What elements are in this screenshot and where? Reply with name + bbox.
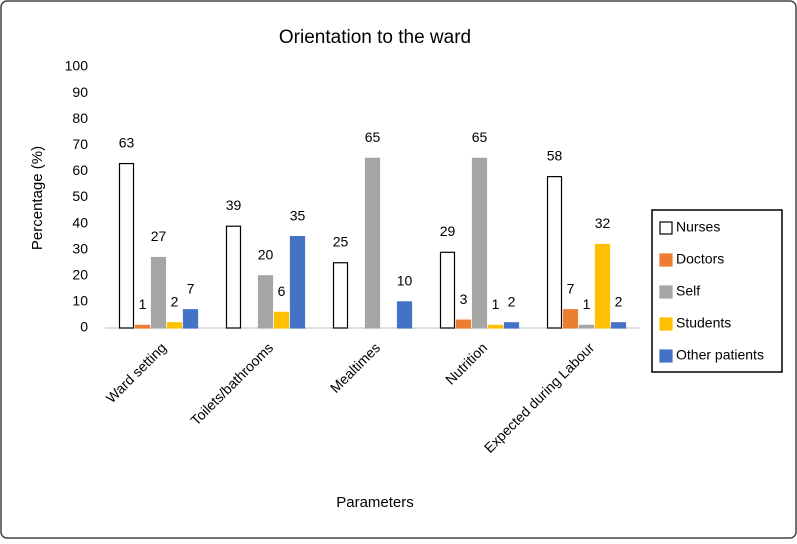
bar <box>289 236 306 329</box>
bar <box>503 322 520 329</box>
value-label: 2 <box>171 293 179 309</box>
bar <box>610 322 627 329</box>
legend-swatch <box>659 317 673 331</box>
bar <box>182 309 199 329</box>
bar <box>487 324 504 329</box>
legend-swatch <box>659 221 673 235</box>
y-tick-label: 90 <box>72 84 88 100</box>
value-label: 32 <box>595 215 611 231</box>
value-label: 2 <box>508 293 516 309</box>
y-tick-label: 60 <box>72 162 88 178</box>
bar <box>471 157 488 329</box>
bar <box>546 176 563 329</box>
bar <box>273 311 290 329</box>
bar <box>455 319 472 329</box>
bar <box>396 301 413 329</box>
value-label: 1 <box>139 296 147 312</box>
legend-swatch <box>659 253 673 267</box>
y-tick-label: 70 <box>72 136 88 152</box>
legend-label: Self <box>676 283 700 299</box>
bar <box>364 157 381 329</box>
legend-swatch <box>659 285 673 299</box>
bar <box>118 162 135 329</box>
legend-label: Nurses <box>676 219 720 235</box>
value-label: 58 <box>547 147 563 163</box>
legend-box <box>651 209 783 373</box>
y-tick-label: 10 <box>72 293 88 309</box>
value-label: 65 <box>472 129 488 145</box>
value-label: 10 <box>397 273 413 289</box>
value-label: 65 <box>365 129 381 145</box>
legend-label: Students <box>676 315 731 331</box>
y-tick-label: 0 <box>80 319 88 335</box>
value-label: 7 <box>567 280 575 296</box>
bar <box>150 256 167 329</box>
value-label: 25 <box>333 233 349 249</box>
value-label: 3 <box>460 291 468 307</box>
x-axis-title: Parameters <box>336 494 414 511</box>
y-tick-label: 80 <box>72 110 88 126</box>
y-tick-label: 100 <box>65 58 89 74</box>
y-tick-label: 30 <box>72 240 88 256</box>
bar <box>562 309 579 329</box>
legend-label: Other patients <box>676 347 764 363</box>
y-tick-label: 20 <box>72 267 88 283</box>
value-label: 1 <box>492 296 500 312</box>
value-label: 63 <box>119 134 135 150</box>
y-tick-label: 50 <box>72 188 88 204</box>
bar <box>439 251 456 329</box>
y-axis-title: Percentage (%) <box>29 146 46 250</box>
bar <box>166 322 183 329</box>
bar <box>594 243 611 329</box>
value-label: 27 <box>151 228 167 244</box>
bar <box>225 225 242 329</box>
chart-title: Orientation to the ward <box>279 27 471 48</box>
value-label: 29 <box>440 223 456 239</box>
value-label: 39 <box>226 197 242 213</box>
value-label: 20 <box>258 247 274 263</box>
value-label: 6 <box>278 283 286 299</box>
bar <box>578 324 595 329</box>
value-label: 1 <box>583 296 591 312</box>
bar <box>134 324 151 329</box>
value-label: 35 <box>290 207 306 223</box>
value-label: 7 <box>187 280 195 296</box>
legend-swatch <box>659 349 673 363</box>
bar <box>332 262 349 329</box>
value-label: 2 <box>615 293 623 309</box>
legend-label: Doctors <box>676 251 724 267</box>
bar <box>257 275 274 329</box>
y-tick-label: 40 <box>72 214 88 230</box>
